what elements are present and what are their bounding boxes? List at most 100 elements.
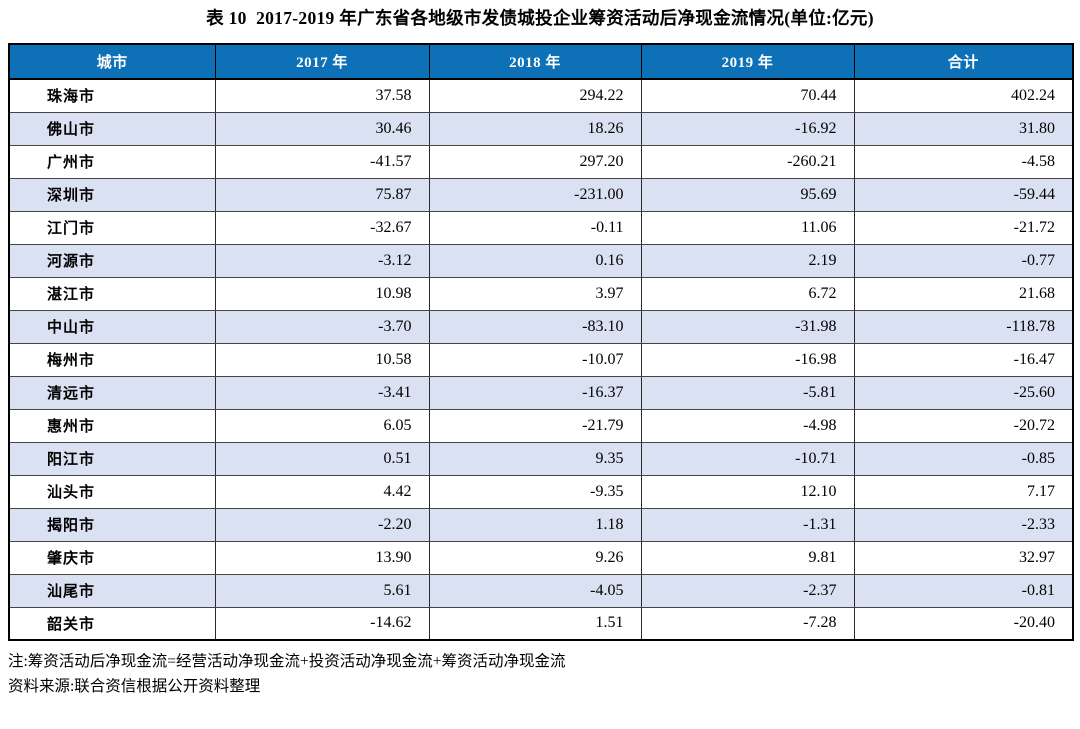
value-cell-y2019: -16.98 <box>640 342 855 377</box>
value-cell-total: -20.72 <box>853 408 1074 443</box>
city-cell: 梅州市 <box>8 342 216 377</box>
value-cell-y2018: 294.22 <box>428 78 642 113</box>
value-cell-y2019: -10.71 <box>640 441 855 476</box>
table-row: 深圳市 75.87 -231.00 95.69 -59.44 <box>8 177 1074 212</box>
table-row: 珠海市 37.58 294.22 70.44 402.24 <box>8 78 1074 113</box>
table-row: 韶关市 -14.62 1.51 -7.28 -20.40 <box>8 606 1074 641</box>
value-cell-total: -20.40 <box>853 606 1074 641</box>
value-cell-y2017: 13.90 <box>214 540 430 575</box>
note-formula: 注:筹资活动后净现金流=经营活动净现金流+投资活动净现金流+筹资活动净现金流 <box>8 653 566 670</box>
value-cell-y2018: 297.20 <box>428 144 642 179</box>
city-cell: 深圳市 <box>8 177 216 212</box>
value-cell-total: 32.97 <box>853 540 1074 575</box>
value-cell-y2018: 3.97 <box>428 276 642 311</box>
column-header-y2018: 2018 年 <box>428 43 642 80</box>
city-cell: 佛山市 <box>8 111 216 146</box>
value-cell-y2018: 1.18 <box>428 507 642 542</box>
value-cell-y2018: -83.10 <box>428 309 642 344</box>
table-row: 阳江市 0.51 9.35 -10.71 -0.85 <box>8 441 1074 476</box>
city-cell: 韶关市 <box>8 606 216 641</box>
column-header-city: 城市 <box>8 43 216 80</box>
value-cell-y2017: 75.87 <box>214 177 430 212</box>
value-cell-y2017: 10.98 <box>214 276 430 311</box>
value-cell-y2019: 70.44 <box>640 78 855 113</box>
table-row: 中山市 -3.70 -83.10 -31.98 -118.78 <box>8 309 1074 344</box>
value-cell-y2017: 30.46 <box>214 111 430 146</box>
city-cell: 中山市 <box>8 309 216 344</box>
city-cell: 惠州市 <box>8 408 216 443</box>
value-cell-y2017: -3.12 <box>214 243 430 278</box>
value-cell-total: -4.58 <box>853 144 1074 179</box>
table-row: 惠州市 6.05 -21.79 -4.98 -20.72 <box>8 408 1074 443</box>
table-row: 汕头市 4.42 -9.35 12.10 7.17 <box>8 474 1074 509</box>
city-cell: 阳江市 <box>8 441 216 476</box>
value-cell-y2019: -31.98 <box>640 309 855 344</box>
value-cell-y2019: -2.37 <box>640 573 855 608</box>
value-cell-y2019: 2.19 <box>640 243 855 278</box>
table-header: 城市 2017 年 2018 年 2019 年合计 <box>8 43 1074 80</box>
city-cell: 江门市 <box>8 210 216 245</box>
value-cell-y2019: -7.28 <box>640 606 855 641</box>
value-cell-total: -59.44 <box>853 177 1074 212</box>
value-cell-y2017: -32.67 <box>214 210 430 245</box>
city-cell: 汕尾市 <box>8 573 216 608</box>
value-cell-y2018: 18.26 <box>428 111 642 146</box>
table-notes: 注:筹资活动后净现金流=经营活动净现金流+投资活动净现金流+筹资活动净现金流 资… <box>8 650 1072 700</box>
table-row: 河源市 -3.12 0.16 2.19 -0.77 <box>8 243 1074 278</box>
table-header-row: 城市 2017 年 2018 年 2019 年合计 <box>8 43 1074 80</box>
table-row: 梅州市 10.58 -10.07 -16.98 -16.47 <box>8 342 1074 377</box>
city-cell: 清远市 <box>8 375 216 410</box>
value-cell-y2017: -3.41 <box>214 375 430 410</box>
value-cell-y2019: 11.06 <box>640 210 855 245</box>
value-cell-y2018: -9.35 <box>428 474 642 509</box>
value-cell-y2018: -16.37 <box>428 375 642 410</box>
table-title: 表 10 2017-2019 年广东省各地级市发债城投企业筹资活动后净现金流情况… <box>206 8 874 28</box>
value-cell-y2018: 9.35 <box>428 441 642 476</box>
value-cell-total: -2.33 <box>853 507 1074 542</box>
value-cell-total: -0.85 <box>853 441 1074 476</box>
city-cell: 揭阳市 <box>8 507 216 542</box>
table-row: 揭阳市 -2.20 1.18 -1.31 -2.33 <box>8 507 1074 542</box>
table-row: 汕尾市 5.61 -4.05 -2.37 -0.81 <box>8 573 1074 608</box>
table-row: 江门市 -32.67 -0.11 11.06 -21.72 <box>8 210 1074 245</box>
value-cell-total: -0.77 <box>853 243 1074 278</box>
data-table: 城市 2017 年 2018 年 2019 年合计 珠海市 37.58 294.22 70.… <box>8 43 1074 641</box>
value-cell-y2018: -21.79 <box>428 408 642 443</box>
value-cell-total: 21.68 <box>853 276 1074 311</box>
value-cell-y2018: -0.11 <box>428 210 642 245</box>
value-cell-total: 31.80 <box>853 111 1074 146</box>
value-cell-y2017: -2.20 <box>214 507 430 542</box>
value-cell-total: 7.17 <box>853 474 1074 509</box>
value-cell-y2019: -5.81 <box>640 375 855 410</box>
value-cell-y2018: 0.16 <box>428 243 642 278</box>
table-row: 湛江市 10.98 3.97 6.72 21.68 <box>8 276 1074 311</box>
value-cell-y2019: 9.81 <box>640 540 855 575</box>
column-header-total: 合计 <box>853 43 1074 80</box>
value-cell-y2019: 95.69 <box>640 177 855 212</box>
table-body: 珠海市 37.58 294.22 70.44 402.24 佛山市 30.46 18.26 -1… <box>8 78 1074 641</box>
value-cell-total: -25.60 <box>853 375 1074 410</box>
table-row: 清远市 -3.41 -16.37 -5.81 -25.60 <box>8 375 1074 410</box>
value-cell-total: -118.78 <box>853 309 1074 344</box>
value-cell-total: -21.72 <box>853 210 1074 245</box>
value-cell-y2017: 10.58 <box>214 342 430 377</box>
value-cell-y2019: -260.21 <box>640 144 855 179</box>
table-row: 肇庆市 13.90 9.26 9.81 32.97 <box>8 540 1074 575</box>
value-cell-y2017: 0.51 <box>214 441 430 476</box>
value-cell-y2017: -41.57 <box>214 144 430 179</box>
value-cell-y2019: -4.98 <box>640 408 855 443</box>
value-cell-y2019: -1.31 <box>640 507 855 542</box>
note-source: 资料来源:联合资信根据公开资料整理 <box>8 677 261 695</box>
table-row: 广州市 -41.57 297.20 -260.21 -4.58 <box>8 144 1074 179</box>
column-header-y2019: 2019 年 <box>640 43 855 80</box>
value-cell-total: -0.81 <box>853 573 1074 608</box>
city-cell: 广州市 <box>8 144 216 179</box>
value-cell-y2018: -231.00 <box>428 177 642 212</box>
value-cell-y2019: 12.10 <box>640 474 855 509</box>
value-cell-y2017: -3.70 <box>214 309 430 344</box>
value-cell-y2018: 1.51 <box>428 606 642 641</box>
value-cell-y2018: -10.07 <box>428 342 642 377</box>
city-cell: 河源市 <box>8 243 216 278</box>
city-cell: 湛江市 <box>8 276 216 311</box>
value-cell-total: 402.24 <box>853 78 1074 113</box>
